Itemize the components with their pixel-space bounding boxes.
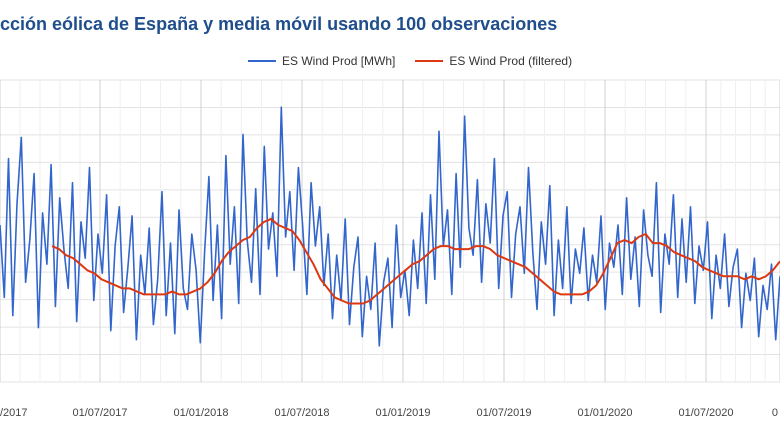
legend-swatch-filtered	[415, 60, 444, 62]
grid	[0, 79, 780, 383]
x-tick-label: 01/07/2018	[274, 407, 329, 419]
legend: ES Wind Prod [MWh] ES Wind Prod (filtere…	[248, 54, 592, 68]
x-tick-label: 01/01/2019	[375, 407, 430, 419]
legend-swatch-raw	[248, 60, 276, 62]
legend-item-raw[interactable]: ES Wind Prod [MWh]	[248, 54, 395, 68]
chart-title: cción eólica de España y media móvil usa…	[0, 14, 558, 34]
legend-label-raw: ES Wind Prod [MWh]	[282, 54, 396, 68]
x-tick-label: 01/01/2020	[577, 407, 632, 419]
legend-item-filtered[interactable]: ES Wind Prod (filtered)	[415, 54, 572, 68]
x-tick-label: 0	[772, 407, 778, 419]
series-line-filtered	[51, 217, 780, 305]
series-group	[0, 106, 780, 347]
x-tick-label: 01/07/2017	[72, 407, 127, 419]
x-tick-label: /2017	[0, 407, 28, 419]
x-tick-label: 01/07/2020	[678, 407, 733, 419]
legend-label-filtered: ES Wind Prod (filtered)	[449, 54, 573, 68]
series-line-raw	[0, 106, 780, 347]
x-tick-label: 01/07/2019	[476, 407, 531, 419]
x-tick-label: 01/01/2018	[173, 407, 228, 419]
x-ticks: /2017 01/07/2017 01/01/2018 01/07/2018 01/01…	[0, 407, 778, 419]
